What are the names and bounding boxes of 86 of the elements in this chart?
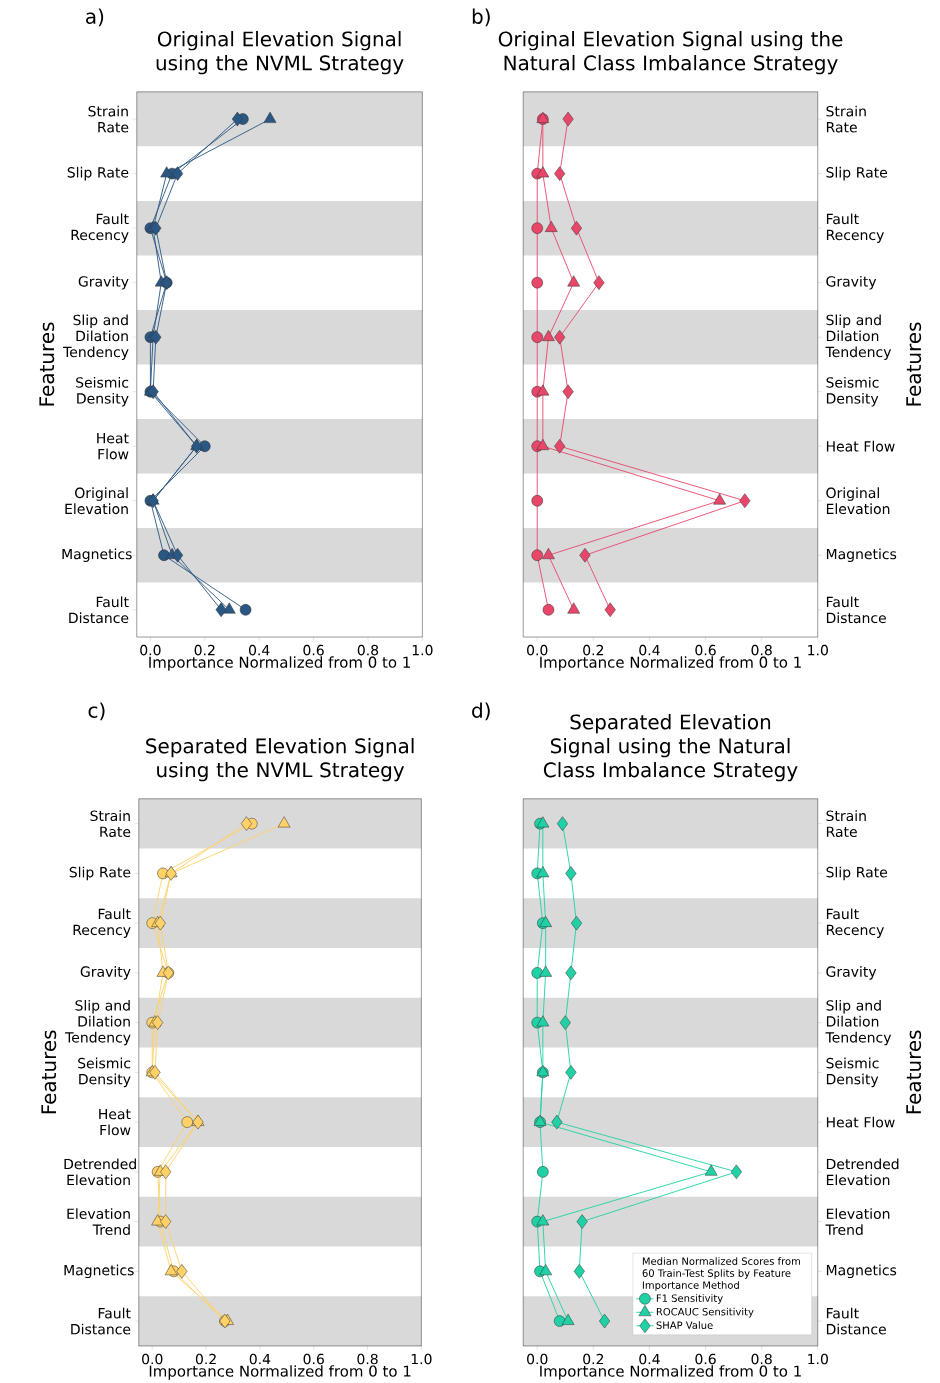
x-tick-label: 0.4: [639, 1353, 660, 1365]
legend-label: SHAP Value: [656, 1321, 713, 1330]
text: a): [86, 8, 104, 27]
y-tick-label: Fault Distance: [69, 596, 129, 624]
y-tick-label: Heat Flow: [97, 433, 129, 460]
y-tick-label: Seismic Density: [76, 376, 129, 407]
x-tick-label: 0.0: [527, 1353, 548, 1365]
y-tick-label: Strain Rate: [90, 810, 131, 838]
x-tick-label: 0.6: [303, 644, 325, 656]
text: c): [88, 702, 105, 721]
y-tick-label: Strain Rate: [826, 105, 866, 133]
x-tick-label: 0.6: [695, 1353, 717, 1365]
chart-title: Separated Elevation Signal using the Natural Class Imbalance Strategy: [544, 714, 798, 782]
text: d): [472, 702, 491, 721]
y-tick-label: Heat Flow: [99, 1108, 131, 1136]
x-tick-label: 0.4: [249, 644, 270, 656]
x-tick-label: 0.2: [583, 644, 604, 656]
y-tick-label: Gravity: [826, 966, 877, 980]
x-tick-label: 0.6: [695, 644, 717, 656]
y-tick-label: Fault Distance: [827, 596, 887, 624]
x-axis-title: Importance Normalized from 0 to 1: [540, 656, 802, 671]
y-tick-label: Gravity: [80, 966, 131, 980]
y-tick-label: Fault Distance: [827, 1307, 887, 1335]
chart-title: Original Elevation Signal using the Natural Class Imbalance Strategy: [499, 31, 843, 75]
y-tick-label: Detrended Elevation: [827, 1158, 899, 1186]
y-tick-label: Fault Recency: [73, 908, 131, 938]
x-tick-label: 0.2: [196, 1353, 217, 1365]
y-tick-label: Magnetics: [827, 548, 897, 563]
y-tick-label: Slip Rate: [69, 866, 131, 881]
y-tick-label: Elevation Trend: [825, 1208, 890, 1235]
y-tick-label: Slip Rate: [67, 166, 129, 181]
x-tick-label: 0.8: [751, 644, 773, 656]
y-tick-label: Heat Flow: [827, 1116, 895, 1128]
y-tick-label: Gravity: [826, 275, 877, 290]
y-tick-label: Magnetics: [64, 1264, 134, 1279]
y-tick-label: Seismic Density: [78, 1057, 131, 1088]
x-tick-label: 0.0: [527, 644, 548, 656]
y-tick-label: Elevation Trend: [67, 1208, 131, 1235]
x-tick-label: 0.8: [357, 1353, 378, 1365]
y-tick-label: Seismic Density: [826, 1057, 879, 1088]
y-tick-label: Gravity: [78, 275, 129, 290]
x-axis-title: Importance Normalized from 0 to 1: [149, 656, 411, 671]
x-tick-label: 0.6: [303, 1353, 325, 1365]
y-tick-label: Slip and Dilation Tendency: [63, 314, 129, 360]
y-tick-label: Seismic Density: [826, 376, 879, 407]
y-tick-label: Strain Rate: [826, 810, 866, 838]
y-axis-title: Features: [39, 322, 55, 406]
x-axis-title: Importance Normalized from 0 to 1: [540, 1365, 802, 1380]
x-tick-label: 1.0: [808, 644, 829, 656]
x-tick-label: 1.0: [413, 644, 433, 656]
x-tick-label: 0.8: [357, 644, 379, 656]
y-tick-label: Magnetics: [62, 548, 132, 563]
y-tick-label: Fault Recency: [71, 213, 129, 243]
y-tick-label: Magnetics: [827, 1264, 897, 1279]
x-tick-label: 0.2: [583, 1353, 604, 1365]
y-tick-label: Fault Distance: [71, 1307, 131, 1335]
y-tick-label: Slip Rate: [826, 866, 888, 881]
x-tick-label: 0.0: [142, 1353, 163, 1365]
text: b): [473, 8, 491, 27]
legend-title: Median Normalized Scores from 60 Train-Test Splits by Feature Importance Method: [642, 1257, 801, 1291]
x-tick-label: 0.2: [194, 644, 215, 656]
y-tick-label: Original Elevation: [826, 487, 890, 515]
y-tick-label: Slip and Dilation Tendency: [65, 999, 131, 1046]
legend-label: ROCAUC Sensitivity: [657, 1307, 754, 1318]
x-tick-label: 0.4: [249, 1353, 271, 1365]
x-tick-label: 1.0: [808, 1353, 829, 1365]
y-axis-title: Features: [906, 1030, 922, 1114]
y-tick-label: Slip and Dilation Tendency: [825, 999, 892, 1046]
x-tick-label: 0.4: [639, 644, 660, 656]
x-axis-title: Importance Normalized from 0 to 1: [150, 1365, 411, 1380]
y-axis-title: Features: [906, 322, 922, 406]
x-tick-label: 0.0: [140, 644, 161, 656]
y-tick-label: Slip and Dilation Tendency: [825, 314, 892, 360]
x-tick-label: 1.0: [412, 1353, 432, 1365]
chart-title: Original Elevation Signal using the NVML Strategy: [156, 31, 404, 75]
y-tick-label: Detrended Elevation: [64, 1158, 137, 1186]
chart-title: Separated Elevation Signal using the NVML Strategy: [146, 737, 414, 782]
x-tick-label: 0.8: [751, 1353, 773, 1365]
y-tick-label: Fault Recency: [827, 908, 885, 938]
y-tick-label: Strain Rate: [88, 105, 129, 133]
y-tick-label: Heat Flow: [827, 440, 895, 452]
y-tick-label: Slip Rate: [826, 166, 888, 181]
y-tick-label: Original Elevation: [65, 487, 129, 515]
y-tick-label: Fault Recency: [827, 213, 885, 243]
legend-label: F1 Sensitivity: [657, 1294, 724, 1304]
y-axis-title: Features: [41, 1030, 57, 1114]
